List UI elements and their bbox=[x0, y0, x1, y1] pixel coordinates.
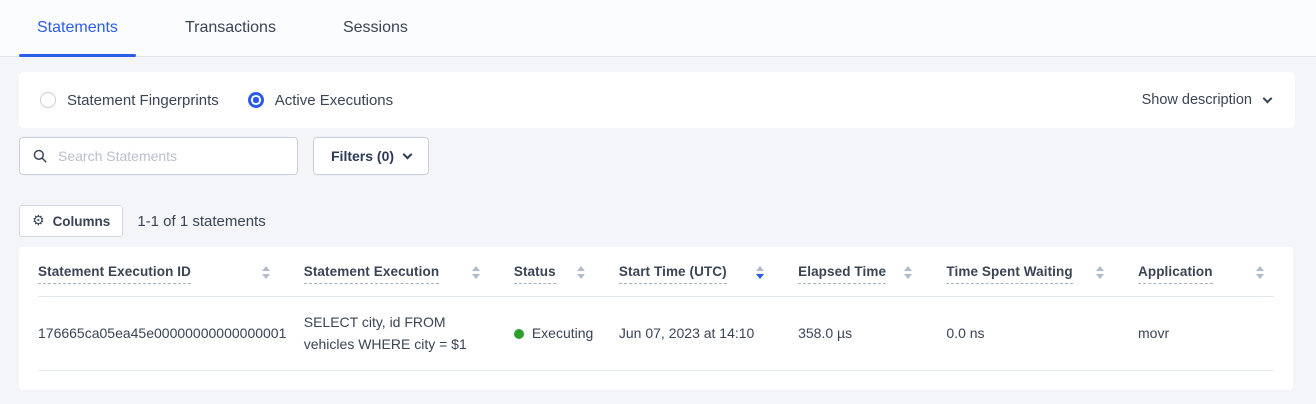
column-header-label: Time Spent Waiting bbox=[946, 264, 1073, 284]
search-input[interactable] bbox=[58, 148, 284, 164]
show-description-toggle[interactable]: Show description bbox=[1141, 92, 1273, 108]
radio-active-executions[interactable]: Active Executions bbox=[247, 91, 394, 109]
tab-label: Sessions bbox=[342, 19, 408, 36]
tab-label: Statements bbox=[37, 19, 118, 36]
sort-icon[interactable] bbox=[1096, 266, 1104, 279]
statement-text-cell: SELECT city, id FROM vehicles WHERE city… bbox=[303, 296, 514, 372]
column-header-label: Elapsed Time bbox=[798, 264, 887, 284]
status-cell: Executing bbox=[513, 296, 619, 372]
column-header-label: Statement Execution ID bbox=[38, 264, 191, 284]
column-header-label: Statement Execution bbox=[303, 264, 440, 284]
sql-activity-page: Statements Transactions Sessions Stateme… bbox=[0, 0, 1316, 391]
radio-statement-fingerprints[interactable]: Statement Fingerprints bbox=[40, 92, 219, 109]
start-time-cell: Jun 07, 2023 at 14:10 bbox=[618, 296, 799, 372]
column-header-status[interactable]: Status bbox=[513, 247, 619, 297]
chevron-down-icon bbox=[1262, 93, 1273, 103]
filters-label: Filters (0) bbox=[331, 148, 395, 164]
radio-unselected-icon bbox=[40, 92, 56, 108]
columns-row: ⚙ Columns 1-1 of 1 statements bbox=[19, 205, 1295, 237]
chevron-down-icon bbox=[402, 149, 413, 159]
column-header-statement-execution-id[interactable]: Statement Execution ID bbox=[38, 247, 304, 297]
search-icon bbox=[33, 149, 47, 163]
sort-icon[interactable] bbox=[471, 266, 480, 279]
table-row: 176665ca05ea45e00000000000000001 SELECT … bbox=[38, 296, 1274, 372]
column-header-label: Status bbox=[513, 264, 556, 284]
time-spent-waiting-cell: 0.0 ns bbox=[946, 296, 1138, 372]
application-cell: movr bbox=[1138, 296, 1274, 372]
column-header-statement-execution[interactable]: Statement Execution bbox=[303, 247, 514, 297]
radio-label: Statement Fingerprints bbox=[67, 91, 219, 109]
tab-statements[interactable]: Statements bbox=[19, 0, 136, 57]
columns-button[interactable]: ⚙ Columns bbox=[19, 205, 124, 237]
sort-icon[interactable] bbox=[576, 266, 585, 279]
statements-table-card: Statement Execution ID Statement Executi… bbox=[19, 247, 1293, 391]
show-description-label: Show description bbox=[1141, 92, 1252, 108]
tab-bar: Statements Transactions Sessions bbox=[0, 0, 1316, 57]
sort-desc-active-icon[interactable] bbox=[756, 266, 765, 279]
statement-execution-id-cell[interactable]: 176665ca05ea45e00000000000000001 bbox=[38, 296, 304, 372]
column-header-label: Application bbox=[1138, 264, 1213, 284]
radio-label: Active Executions bbox=[274, 91, 394, 109]
sort-icon[interactable] bbox=[1256, 266, 1264, 279]
columns-button-label: Columns bbox=[52, 213, 111, 229]
tab-transactions[interactable]: Transactions bbox=[167, 0, 294, 56]
status-label: Executing bbox=[531, 324, 594, 341]
column-header-application[interactable]: Application bbox=[1138, 247, 1274, 297]
gear-icon: ⚙ bbox=[32, 213, 45, 229]
active-executions-table: Statement Execution ID Statement Executi… bbox=[38, 247, 1274, 372]
executing-status-dot-icon bbox=[513, 328, 524, 339]
column-header-start-time[interactable]: Start Time (UTC) bbox=[618, 247, 799, 297]
radio-selected-icon bbox=[247, 92, 264, 108]
view-toggle-card: Statement Fingerprints Active Executions… bbox=[19, 72, 1295, 128]
search-input-wrapper bbox=[19, 137, 298, 175]
elapsed-time-cell: 358.0 µs bbox=[798, 296, 947, 372]
tab-label: Transactions bbox=[184, 19, 276, 36]
tab-sessions[interactable]: Sessions bbox=[325, 0, 426, 56]
column-header-elapsed-time[interactable]: Elapsed Time bbox=[798, 247, 947, 297]
sort-icon[interactable] bbox=[261, 266, 270, 279]
filters-button[interactable]: Filters (0) bbox=[313, 137, 430, 175]
table-header-row: Statement Execution ID Statement Executi… bbox=[38, 247, 1274, 297]
column-header-label: Start Time (UTC) bbox=[618, 264, 727, 284]
column-header-time-spent-waiting[interactable]: Time Spent Waiting bbox=[946, 247, 1138, 297]
search-row: Filters (0) bbox=[19, 137, 1295, 175]
result-count: 1-1 of 1 statements bbox=[137, 212, 266, 230]
sort-icon[interactable] bbox=[904, 266, 913, 279]
